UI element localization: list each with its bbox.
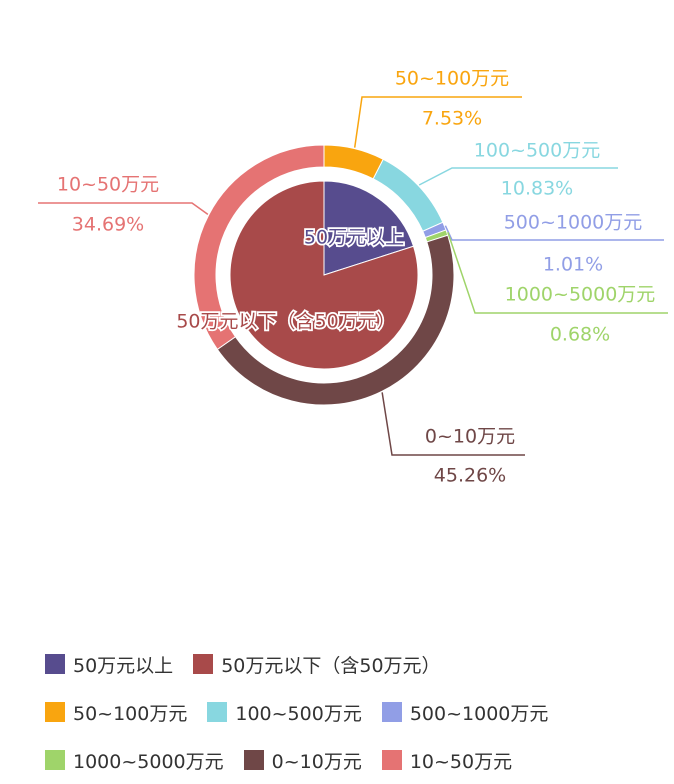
legend-item[interactable]: 10~50万元 [381, 747, 513, 774]
inner-slice-0 [323, 180, 415, 276]
inner-label-1: 50万元以下（含50万元） [176, 311, 395, 333]
legend-row-0: 50万元以上 50万元以下（含50万元） [0, 640, 674, 688]
outer-label-value-4: 45.26% [434, 465, 506, 487]
legend-item[interactable]: 1000~5000万元 [45, 747, 224, 774]
outer-label-name-3: 1000~5000万元 [505, 284, 656, 306]
leader-line-2 [444, 225, 664, 241]
chart-legend: 50万元以上 50万元以下（含50万元） 50~100万元 100~500万元 500~… [0, 640, 674, 784]
legend-swatch [193, 654, 214, 674]
leader-line-4 [381, 392, 525, 456]
legend-label: 50~100万元 [73, 702, 188, 725]
outer-label-name-5: 10~50万元 [57, 174, 159, 196]
outer-label-name-0: 50~100万元 [395, 68, 509, 90]
legend-swatch [207, 702, 228, 722]
inner-slice-1 [229, 180, 419, 370]
outer-label-name-1: 100~500万元 [474, 140, 600, 162]
legend-swatch [45, 654, 65, 674]
outer-slice-5 [193, 144, 325, 351]
legend-label: 100~500万元 [235, 702, 362, 725]
inner-label-0: 50万元以上 [304, 227, 404, 249]
legend-swatch [381, 750, 402, 770]
legend-item[interactable]: 50万元以下（含50万元） [193, 651, 441, 678]
legend-label: 10~50万元 [409, 750, 513, 773]
legend-label: 50万元以上 [73, 654, 174, 677]
legend-item[interactable]: 50万元以上 [45, 651, 173, 678]
legend-row-1: 50~100万元 100~500万元 500~1000万元 [0, 688, 674, 736]
legend-swatch [243, 750, 264, 770]
legend-row-2: 1000~5000万元 0~10万元 10~50万元 [0, 736, 674, 784]
outer-label-value-1: 10.83% [501, 178, 573, 200]
legend-label: 500~1000万元 [409, 702, 549, 725]
legend-swatch [381, 702, 402, 722]
pie-chart: 50万元以上 50万元以下（含50万元） 50~100万元 7.53% 100~500万… [38, 68, 668, 487]
leader-line-3 [447, 232, 668, 314]
outer-label-value-2: 1.01% [543, 254, 603, 276]
legend-label: 0~10万元 [271, 750, 362, 773]
legend-swatch [45, 702, 65, 722]
outer-label-name-2: 500~1000万元 [504, 212, 643, 234]
outer-label-value-0: 7.53% [422, 108, 482, 130]
legend-swatch [45, 750, 65, 770]
legend-item[interactable]: 0~10万元 [243, 747, 362, 774]
outer-label-value-5: 34.69% [72, 214, 144, 236]
legend-item[interactable]: 100~500万元 [207, 699, 362, 726]
leader-line-0 [353, 96, 522, 148]
leader-line-1 [418, 167, 618, 186]
outer-label-name-4: 0~10万元 [425, 426, 515, 448]
legend-item[interactable]: 500~1000万元 [381, 699, 549, 726]
legend-label: 1000~5000万元 [73, 750, 224, 773]
outer-label-value-3: 0.68% [550, 324, 610, 346]
legend-item[interactable]: 50~100万元 [45, 699, 187, 726]
outer-slice-0 [323, 144, 384, 180]
leader-line-5 [38, 202, 209, 216]
legend-label: 50万元以下（含50万元） [221, 654, 441, 677]
